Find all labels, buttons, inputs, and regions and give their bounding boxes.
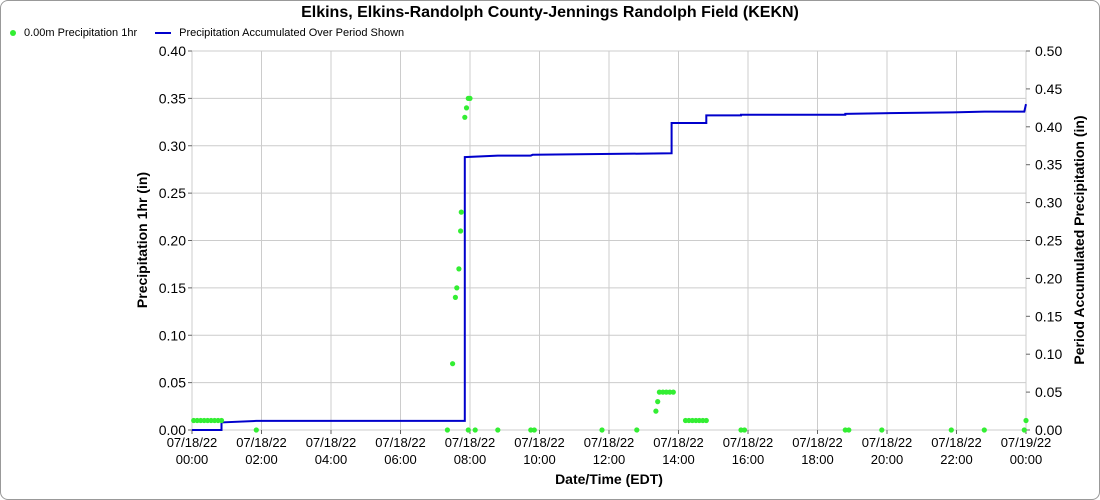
precip-1hr-point [655, 399, 661, 405]
y2-tick-label: 0.25 [1035, 233, 1062, 249]
legend: 0.00m Precipitation 1hr Precipitation Ac… [10, 27, 422, 39]
precip-1hr-point [472, 427, 478, 433]
x-tick-label-date: 07/18/22 [167, 435, 218, 450]
y-tick-label: 0.30 [159, 138, 186, 154]
y2-tick-label: 0.45 [1035, 81, 1062, 97]
x-tick-label-time: 00:00 [176, 452, 209, 467]
precip-1hr-point [465, 427, 471, 433]
precip-1hr-point [846, 427, 852, 433]
x-tick-label-date: 07/18/22 [514, 435, 565, 450]
accumulated-precip-line [192, 103, 1027, 431]
precip-1hr-point [1021, 427, 1027, 433]
precip-1hr-point [253, 427, 259, 433]
y-axis-label: Precipitation 1hr (in) [134, 172, 150, 308]
x-tick-label-date: 07/18/22 [584, 435, 635, 450]
y2-tick-label: 0.35 [1035, 157, 1062, 173]
precip-1hr-point [467, 95, 473, 101]
legend-line-swatch [155, 32, 172, 34]
x-tick-label-date: 07/18/22 [792, 435, 843, 450]
y-tick-label: 0.20 [159, 233, 186, 249]
x-tick-label-time: 10:00 [523, 452, 556, 467]
legend-item-accumulated[interactable]: Precipitation Accumulated Over Period Sh… [155, 27, 404, 39]
precip-1hr-point [948, 427, 954, 433]
y2-axis-ticks: 0.00 0.05 0.10 0.15 0.20 0.25 0.30 0.35 0.40 0.45… [1026, 43, 1062, 438]
x-tick-label-time: 02:00 [245, 452, 278, 467]
precip-1hr-point [462, 114, 468, 120]
x-tick-label-time: 22:00 [940, 452, 973, 467]
precip-1hr-point [452, 294, 458, 300]
y2-tick-label: 0.10 [1035, 346, 1062, 362]
x-axis-label: Date/Time (EDT) [555, 471, 663, 487]
y-tick-label: 0.00 [159, 422, 186, 438]
x-tick-label-time: 06:00 [384, 452, 417, 467]
x-tick-label-date: 07/18/22 [862, 435, 913, 450]
y2-tick-label: 0.40 [1035, 119, 1062, 135]
x-axis-ticks: 07/18/22 00:00 07/18/22 02:00 07/18/22 04:00 0… [167, 430, 1052, 467]
y2-tick-label: 0.50 [1035, 43, 1062, 59]
y2-tick-label: 0.00 [1035, 422, 1062, 438]
x-tick-label-date: 07/18/22 [723, 435, 774, 450]
x-tick-label-date: 07/18/22 [375, 435, 426, 450]
y-tick-label: 0.10 [159, 327, 186, 343]
x-tick-label-date: 07/18/22 [236, 435, 287, 450]
y-tick-label: 0.05 [159, 375, 186, 391]
x-tick-label-date: 07/19/22 [1001, 435, 1052, 450]
y2-tick-label: 0.30 [1035, 195, 1062, 211]
precip-1hr-point [634, 427, 640, 433]
precip-1hr-point [495, 427, 501, 433]
x-tick-label-time: 04:00 [315, 452, 348, 467]
legend-label-accumulated: Precipitation Accumulated Over Period Sh… [179, 27, 405, 39]
y2-tick-label: 0.15 [1035, 308, 1062, 324]
legend-item-precip-1hr[interactable]: 0.00m Precipitation 1hr [10, 27, 137, 39]
chart-title: Elkins, Elkins-Randolph County-Jennings … [301, 4, 799, 21]
precip-1hr-point [653, 408, 659, 414]
precip-1hr-point [703, 417, 709, 424]
x-tick-label-time: 18:00 [801, 452, 834, 467]
x-tick-label-date: 07/18/22 [306, 435, 357, 450]
y-tick-label: 0.25 [159, 185, 186, 201]
y-axis-ticks: 0.00 0.05 0.10 0.15 0.20 0.25 0.30 0.35 0.40 [159, 43, 192, 438]
y-tick-label: 0.40 [159, 43, 186, 59]
precip-1hr-point [444, 427, 450, 433]
y2-axis-label: Period Accumulated Precipitation (in) [1071, 115, 1087, 364]
series-precip-1hr [191, 95, 1029, 433]
precip-1hr-point [981, 427, 987, 433]
x-tick-label-time: 08:00 [454, 452, 487, 467]
precip-1hr-point [1023, 417, 1029, 424]
x-tick-label-time: 12:00 [593, 452, 626, 467]
x-tick-label-time: 20:00 [871, 452, 904, 467]
legend-label-precip-1hr: 0.00m Precipitation 1hr [24, 27, 138, 39]
precip-1hr-point [454, 285, 460, 291]
series-accumulated [192, 103, 1027, 431]
legend-point-swatch [10, 30, 16, 36]
y2-tick-label: 0.20 [1035, 270, 1062, 286]
precip-1hr-point [458, 209, 464, 215]
y-tick-label: 0.35 [159, 90, 186, 106]
precip-1hr-point [531, 427, 537, 433]
x-tick-label-date: 07/18/22 [931, 435, 982, 450]
precip-1hr-point [456, 266, 462, 272]
y2-tick-label: 0.05 [1035, 384, 1062, 400]
precip-1hr-point [741, 427, 748, 433]
precip-1hr-point [670, 389, 676, 395]
precip-1hr-point [218, 417, 225, 424]
grid-lines [191, 50, 1027, 431]
precip-1hr-point [458, 228, 464, 234]
precip-1hr-point [599, 427, 605, 433]
x-tick-label-time: 14:00 [662, 452, 695, 467]
y-tick-label: 0.15 [159, 280, 186, 296]
x-tick-label-time: 16:00 [732, 452, 765, 467]
x-tick-label-date: 07/18/22 [445, 435, 496, 450]
x-tick-label-time: 00:00 [1010, 452, 1043, 467]
precip-1hr-point [463, 105, 470, 111]
precip-1hr-point [879, 427, 885, 433]
x-tick-label-date: 07/18/22 [653, 435, 704, 450]
precip-1hr-point [450, 361, 456, 367]
